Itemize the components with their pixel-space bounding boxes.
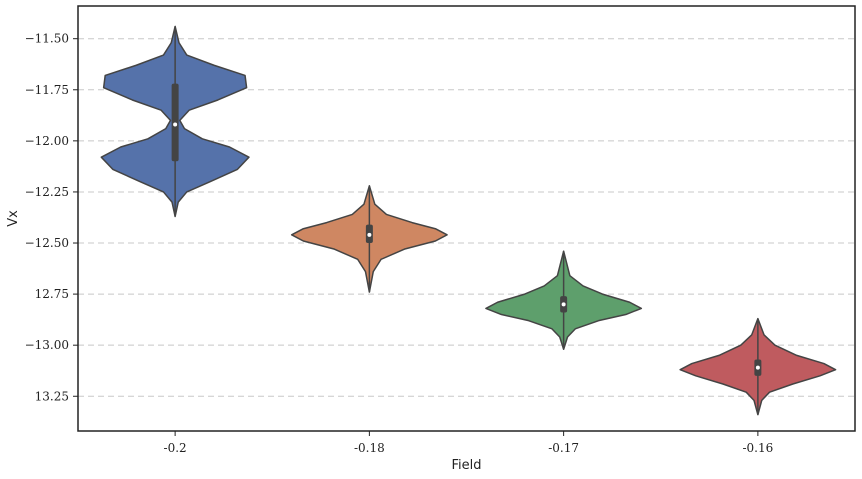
x-axis-title: Field <box>451 458 481 473</box>
violin--0.2 <box>100 25 250 218</box>
y-tick-label: 13.25 <box>35 389 69 403</box>
violin-median <box>755 365 760 370</box>
x-tick-label: -0.17 <box>548 441 579 455</box>
y-tick-label: −12.00 <box>25 134 69 148</box>
violin-box <box>171 83 179 162</box>
y-tick-label: 12.75 <box>35 287 69 301</box>
y-tick-label: −13.00 <box>25 338 69 352</box>
plot-frame <box>77 5 856 432</box>
y-axis-ticks: −11.50 −11.75 −12.00 −12.25 −12.50 12.75 −13.0… <box>25 32 78 403</box>
x-tick-label: -0.2 <box>164 441 187 455</box>
violin-median <box>367 232 372 237</box>
x-axis-ticks: -0.2 -0.18 -0.17 -0.16 <box>164 431 773 455</box>
violin--0.18 <box>290 185 448 293</box>
y-tick-label: −11.50 <box>25 32 69 46</box>
x-tick-label: -0.16 <box>742 441 773 455</box>
y-tick-label: −12.50 <box>25 236 69 250</box>
x-tick-label: -0.18 <box>354 441 385 455</box>
violin--0.16 <box>679 317 837 416</box>
violin--0.17 <box>485 250 643 351</box>
violin-median <box>561 302 566 307</box>
y-tick-label: −12.25 <box>25 185 69 199</box>
y-tick-label: −11.75 <box>25 83 69 97</box>
violin-median <box>173 122 178 127</box>
violins <box>100 25 837 416</box>
y-axis-title: Vx <box>6 210 21 227</box>
